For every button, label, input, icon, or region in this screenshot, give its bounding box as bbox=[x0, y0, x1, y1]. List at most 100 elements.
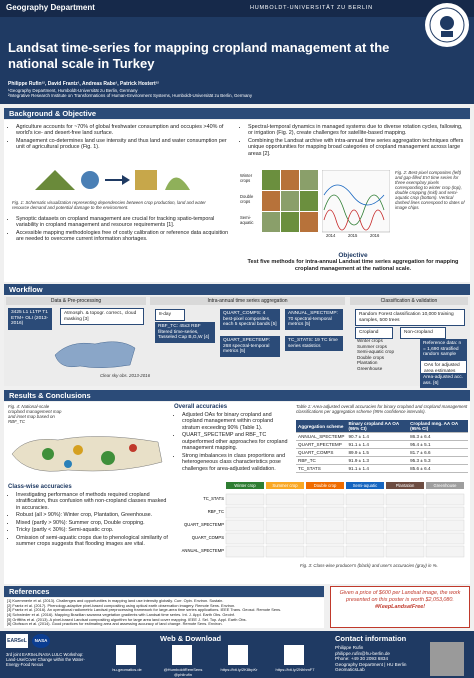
cell bbox=[385, 532, 425, 545]
subsection-title: Class-wise accuracies bbox=[8, 484, 72, 490]
cell bbox=[265, 545, 305, 558]
method-box: RBF_TC: 45x3 RBF filtered time-series, T… bbox=[155, 322, 215, 343]
obs-label: Clear sky obs. 2013-2016 bbox=[100, 373, 151, 378]
column-label: Greenhouse bbox=[433, 483, 457, 488]
bullet-list: Adjusted OAs for binary cropland and cro… bbox=[174, 412, 292, 473]
list-item: ¹Geography Department, Humboldt-Universi… bbox=[8, 88, 138, 93]
row-label: Semi-aquatic bbox=[240, 215, 254, 225]
list-item: Philippe Rufin bbox=[335, 645, 364, 650]
column-label: Plantation bbox=[396, 483, 415, 488]
accuracy-box: Area-adjusted acc. ass. [6] bbox=[420, 373, 467, 389]
table-caption: Table 1: Area-adjusted overall accuracie… bbox=[296, 404, 468, 415]
contact-title: Contact information bbox=[335, 634, 407, 643]
row-label: ANNUAL_SPECTEMP bbox=[182, 548, 225, 553]
table-cell: QUART_SPECTEMP bbox=[296, 440, 347, 449]
objective-title: Objective bbox=[338, 252, 368, 259]
image-chip bbox=[281, 170, 299, 190]
reference-box: Reference data: n = 1,690 stratified ran… bbox=[420, 339, 467, 360]
stratum: Non-cropland bbox=[400, 327, 446, 339]
stratum: Cropland bbox=[355, 327, 393, 339]
fig2: Winter crops Double crops Semi-aquatic 2014… bbox=[240, 170, 390, 240]
subsection-title: Overall accuracies bbox=[174, 404, 228, 410]
row-label: QUART_COMPS bbox=[192, 535, 224, 540]
table-row: Aggregation scheme Binary cropland AA OA … bbox=[296, 420, 468, 433]
objective-text: Test five methods for intra-annual Lands… bbox=[247, 259, 459, 272]
fig1-graphic bbox=[35, 170, 190, 190]
image-chip bbox=[262, 191, 280, 211]
top-bar bbox=[0, 0, 474, 17]
image-chip bbox=[262, 170, 280, 190]
list-item: GeomaticsLab bbox=[335, 667, 365, 672]
cell bbox=[225, 506, 265, 519]
list-item: [6] Olofsson et al. (2014). Good practic… bbox=[7, 621, 223, 627]
list-item: Management co-determines land use intens… bbox=[16, 138, 230, 151]
fig3: Winter crop Summer crop Double crop Semi-aq… bbox=[182, 482, 465, 558]
list-item: Spectral-temporal dynamics in managed sy… bbox=[248, 124, 466, 137]
class-list: Winter crops Summer crops Semi-aquatic cro… bbox=[357, 338, 417, 371]
list-item: [1] Kuemmerle et al. (2013). Challenges … bbox=[7, 598, 224, 603]
image-chip bbox=[300, 191, 318, 211]
row-label: RBF_TC bbox=[208, 509, 224, 514]
qr-code bbox=[172, 645, 192, 665]
interval-box: 8-day bbox=[155, 309, 185, 321]
references-panel bbox=[4, 598, 324, 628]
price-box: Given a price of $600 per Landsat image,… bbox=[330, 586, 470, 628]
cell bbox=[305, 493, 345, 506]
method-box: QUART_COMPS: 4 best-pixel composites, ea… bbox=[220, 309, 280, 330]
image-chip bbox=[262, 212, 280, 232]
cell bbox=[305, 506, 345, 519]
table-cell: 91.1 ± 1.4 bbox=[346, 440, 409, 449]
list-item: Agriculture accounts for ~70% of global … bbox=[16, 124, 230, 137]
table-cell: QUART_COMPS bbox=[296, 448, 347, 457]
section-header: Results & Conclusions bbox=[4, 390, 470, 401]
list-item: Robust (all > 90%): Winter crop, Plantat… bbox=[16, 512, 168, 518]
list-item: Omission of semi-aquatic crops due to ph… bbox=[16, 535, 168, 548]
method-box: ANNUAL_SPECTEMP: 70 spectral-temporal me… bbox=[285, 309, 343, 330]
image-chip bbox=[281, 191, 299, 211]
cell bbox=[425, 532, 465, 545]
accuracy-table: Aggregation scheme Binary cropland AA OA … bbox=[296, 420, 468, 473]
column-header: Intra-annual time series aggregation bbox=[150, 297, 345, 305]
bullet-list: Spectral-temporal dynamics in managed sy… bbox=[240, 124, 466, 158]
cell bbox=[385, 545, 425, 558]
link: hu-geomatics.de bbox=[112, 667, 142, 672]
column-label: Semi-aquatic bbox=[353, 483, 377, 488]
cell bbox=[425, 519, 465, 532]
logo: NASA bbox=[32, 634, 50, 648]
evi-plot bbox=[322, 170, 390, 233]
logo: EARSeL bbox=[6, 634, 28, 648]
table-cell: 85.6 ± 6.4 bbox=[408, 464, 468, 473]
list-item: Semi-aquatic crop bbox=[357, 349, 395, 354]
row-label: Double crops bbox=[240, 194, 254, 204]
bullet-list: Agriculture accounts for ~70% of global … bbox=[8, 124, 230, 152]
fig1-caption: Fig. 1: Schematic visualization represen… bbox=[12, 200, 206, 211]
list-item: [5] Griffiths et al. (2013). A pixel-bas… bbox=[7, 616, 247, 622]
table-cell: 90.7 ± 1.4 bbox=[346, 432, 409, 441]
table-header-cell: Aggregation scheme bbox=[296, 420, 347, 433]
affiliations: ¹Geography Department, Humboldt-Universi… bbox=[8, 88, 252, 99]
qr-code bbox=[116, 645, 136, 665]
contact-list: Philippe Rufin philippe.rufin@hu-berlin.d… bbox=[335, 645, 425, 673]
reference-list: [1] Kuemmerle et al. (2013). Challenges … bbox=[7, 598, 323, 627]
cell bbox=[265, 493, 305, 506]
fig3-caption: Fig. 3: Class-wise producer's (black) an… bbox=[300, 563, 438, 568]
table-cell: TC_STATS bbox=[296, 464, 347, 473]
authors: Philippe Rufin¹², David Frantz¹, Andreas… bbox=[8, 81, 159, 87]
column-band bbox=[346, 482, 384, 489]
list-item: Summer crops bbox=[357, 343, 387, 349]
cell bbox=[345, 519, 385, 532]
list-item: [2] Frantz et al. (2017). Phenology-adap… bbox=[7, 602, 236, 608]
section-header: References bbox=[4, 586, 324, 597]
cell bbox=[345, 545, 385, 558]
year-label: 2015 bbox=[348, 233, 358, 238]
list-item: Synoptic datasets on cropland management… bbox=[16, 216, 230, 229]
cell bbox=[305, 519, 345, 532]
header bbox=[0, 0, 474, 104]
cell bbox=[305, 545, 345, 558]
column-band bbox=[426, 482, 464, 489]
list-item: Winter crops bbox=[357, 338, 383, 343]
column-label: Summer crop bbox=[272, 483, 298, 488]
list-item: Geography Department | HU Berlin bbox=[335, 661, 407, 667]
poster-title: Landsat time-series for mapping cropland… bbox=[8, 40, 390, 72]
qr-code bbox=[284, 645, 304, 665]
